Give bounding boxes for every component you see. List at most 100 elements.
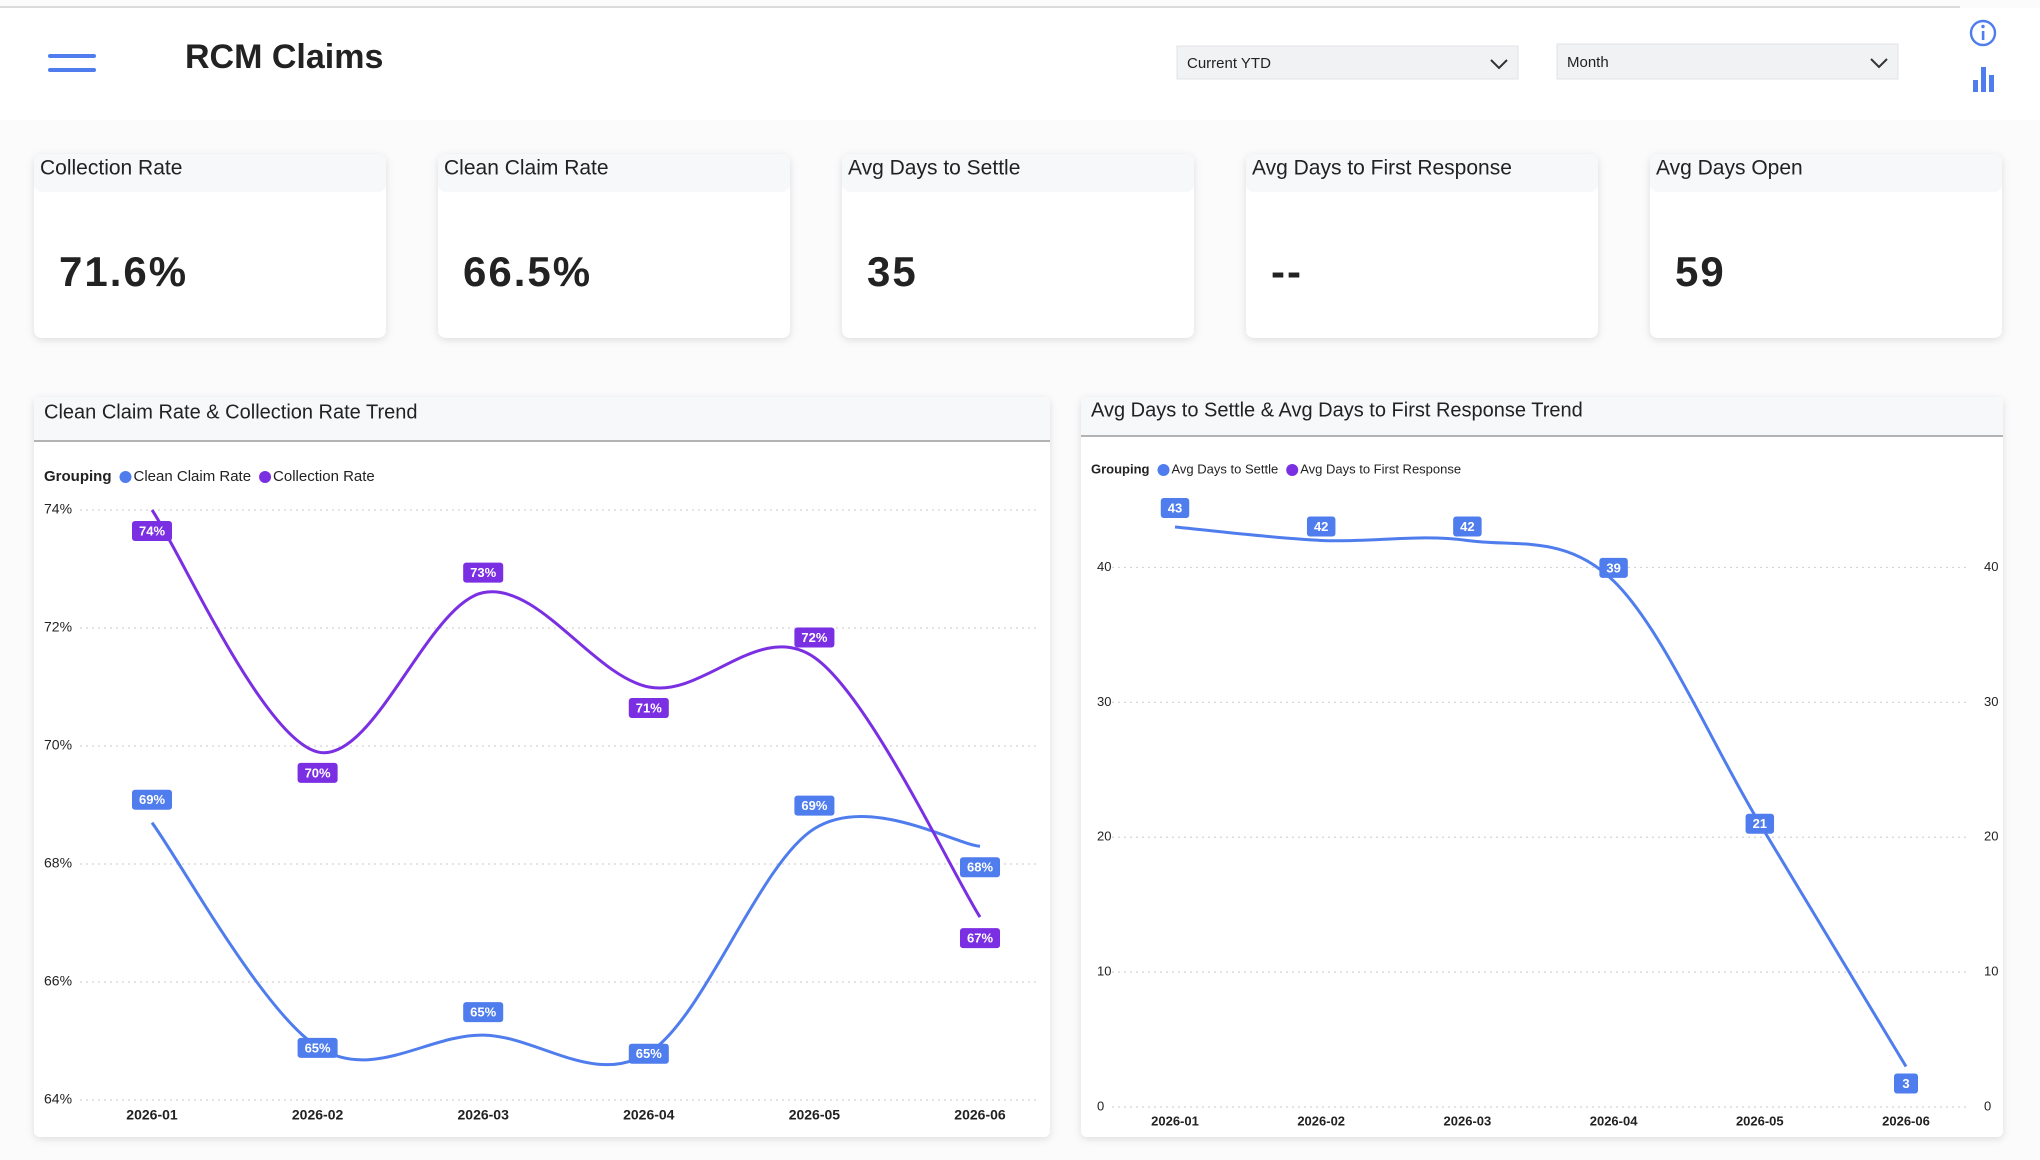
data-label-bg [1453,516,1482,537]
x-tick-label: 2026-02 [292,1107,344,1123]
chevron [1870,58,1888,69]
kpi-label: Collection Rate [40,157,182,180]
data-label: 39 [1599,557,1628,578]
data-label-bg [794,627,835,648]
chart-row: Clean Claim Rate & Collection Rate Trend… [34,397,2003,1137]
kpi-value: 35 [867,248,918,295]
data-label-text: 43 [1168,500,1182,515]
info-stem [1981,31,1985,40]
y2-tick-label: 0 [1984,1098,1991,1113]
data-label-text: 67% [967,931,993,946]
data-label: 71% [628,698,669,718]
kpi-value: -- [1271,248,1303,295]
data-label-bg [628,1043,669,1064]
x-tick-label: 2026-05 [789,1107,841,1123]
y-tick-label: 64% [44,1091,72,1107]
info-dot [1981,24,1985,29]
granularity-dropdown[interactable]: Month [1556,43,1899,80]
page-title: RCM Claims [185,38,383,76]
data-label-text: 71% [636,700,662,715]
dropdown-box [1556,43,1899,80]
kpi-card: Collection Rate 71.6% [34,154,386,338]
data-label: 21 [1745,813,1775,834]
kpi-label: Avg Days to Settle [848,157,1020,180]
x-tick-label: 2026-05 [1736,1113,1784,1128]
data-label-text: 65% [636,1046,662,1061]
kpi-card: Clean Claim Rate 66.5% [438,154,790,338]
kpi-label: Clean Claim Rate [444,157,609,180]
data-label-bg [1599,557,1628,578]
data-label-bg [131,521,173,541]
chart-icon[interactable] [1973,67,1994,92]
data-label: 65% [628,1043,669,1064]
card-bg [438,154,790,338]
data-label: 69% [131,789,173,810]
y-tick-label: 72% [44,619,72,635]
period-dropdown[interactable]: Current YTD [1176,45,1519,80]
data-label: 43 [1160,497,1190,518]
data-label-bg [794,795,835,816]
y-tick-label: 74% [44,501,72,517]
series-line [1174,525,1908,1068]
kpi-row: Collection Rate 71.6% Clean Claim Rate 66.5… [34,154,2002,338]
data-label: 65% [463,1002,504,1023]
x-tick-label: 2026-01 [1151,1113,1199,1128]
chart-title: Avg Days to Settle & Avg Days to First R… [1091,399,1583,421]
y2-tick-label: 10 [1984,964,1998,979]
data-label: 74% [131,521,173,541]
kpi-value: 66.5% [463,248,592,295]
data-label-text: 74% [139,523,165,538]
data-label-text: 42 [1314,519,1328,534]
icon-bar [1981,67,1986,92]
info-icon[interactable] [1969,19,1997,47]
data-label-bg [1160,497,1190,518]
card-bg [1650,154,2002,338]
menu-button[interactable] [48,54,96,72]
y-tick-label: 10 [1097,964,1111,979]
card-header [1246,154,1598,192]
card-header [1650,154,2002,192]
data-label-text: 21 [1753,816,1767,831]
data-label-text: 65% [470,1005,496,1020]
data-label-text: 68% [967,860,993,875]
y-tick-label: 70% [44,737,72,753]
data-label-bg [1894,1073,1918,1094]
chevron [1490,59,1508,70]
kpi-label: Avg Days Open [1656,157,1803,180]
chart-title: Clean Claim Rate & Collection Rate Trend [44,401,418,423]
legend-label: Avg Days to Settle [1172,461,1279,476]
panel-bg [1081,397,2003,1137]
chart-panel: Clean Claim Rate & Collection Rate Trend… [34,397,1050,1137]
data-label: 72% [794,627,835,648]
data-label-bg [628,698,669,718]
data-label-text: 42 [1460,519,1474,534]
y2-tick-label: 30 [1984,694,1998,709]
data-label-bg [297,1037,338,1058]
card-bg [34,154,386,338]
data-label: 70% [297,762,338,783]
card-bg [842,154,1194,338]
dropdown-box [1176,45,1519,80]
y-tick-label: 20 [1097,829,1111,844]
card-header [34,154,386,192]
panel-header [34,397,1050,441]
x-tick-label: 2026-06 [1882,1113,1930,1128]
data-label-text: 39 [1606,560,1620,575]
data-label: 42 [1453,516,1482,537]
data-label-text: 69% [139,792,165,807]
kpi-label: Avg Days to First Response [1252,157,1512,180]
data-label-text: 3 [1902,1076,1909,1091]
data-label-bg [1306,516,1336,537]
card-header [438,154,790,192]
data-label: 42 [1306,516,1336,537]
legend-swatch [1157,464,1170,476]
x-tick-label: 2026-04 [623,1107,675,1123]
legend-swatch [119,471,132,483]
legend-title: Grouping [44,468,112,485]
data-label-bg [463,1002,504,1023]
panel-header [1081,397,2003,436]
data-label-text: 72% [801,630,827,645]
data-label: 67% [959,928,1001,949]
dropdown-value: Month [1567,54,1609,71]
